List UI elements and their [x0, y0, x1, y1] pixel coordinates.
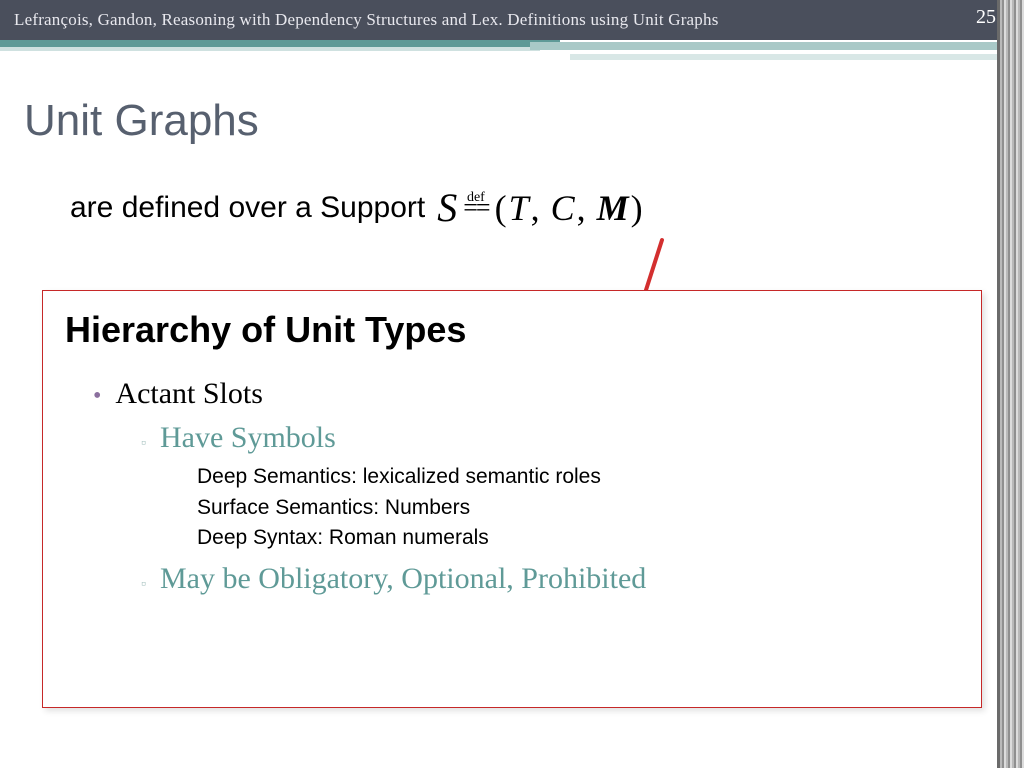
header-bar: Lefrançois, Gandon, Reasoning with Depen…: [0, 0, 1024, 40]
list-item: ▫ Have Symbols: [141, 421, 959, 455]
formula-C: C: [551, 187, 575, 229]
formula-M: M: [597, 187, 629, 229]
formula-lhs: S: [437, 184, 457, 231]
square-bullet-icon: ▫: [141, 433, 146, 455]
detail-line: Surface Semantics: Numbers: [197, 494, 959, 522]
subtitle-row: are defined over a Support S def == ( T …: [70, 184, 643, 231]
support-formula: S def == ( T , C , M ): [437, 184, 642, 231]
square-bullet-icon: ▫: [141, 574, 146, 596]
bullet-icon: •: [93, 384, 101, 408]
list-item: ▫ May be Obligatory, Optional, Prohibite…: [141, 562, 959, 596]
pointer-line-icon: [640, 238, 670, 294]
subtitle-text: are defined over a Support: [70, 191, 425, 225]
formula-T: T: [509, 187, 529, 229]
detail-line: Deep Semantics: lexicalized semantic rol…: [197, 463, 959, 491]
item-have-symbols: Have Symbols: [160, 421, 336, 455]
list-item: • Actant Slots: [93, 377, 959, 411]
slide: Lefrançois, Gandon, Reasoning with Depen…: [0, 0, 1024, 768]
decorative-ribbon: [0, 40, 1024, 74]
page-number: 25: [976, 6, 996, 29]
slide-title: Unit Graphs: [24, 96, 259, 146]
hierarchy-box: Hierarchy of Unit Types • Actant Slots ▫…: [42, 290, 982, 708]
box-title: Hierarchy of Unit Types: [65, 309, 959, 351]
item-actant-slots: Actant Slots: [115, 377, 263, 411]
item-obligatory: May be Obligatory, Optional, Prohibited: [160, 562, 646, 596]
def-equals-icon: def ==: [463, 194, 488, 216]
header-citation: Lefrançois, Gandon, Reasoning with Depen…: [14, 10, 719, 30]
spiral-binding-decoration: [1000, 0, 1024, 768]
detail-line: Deep Syntax: Roman numerals: [197, 524, 959, 552]
